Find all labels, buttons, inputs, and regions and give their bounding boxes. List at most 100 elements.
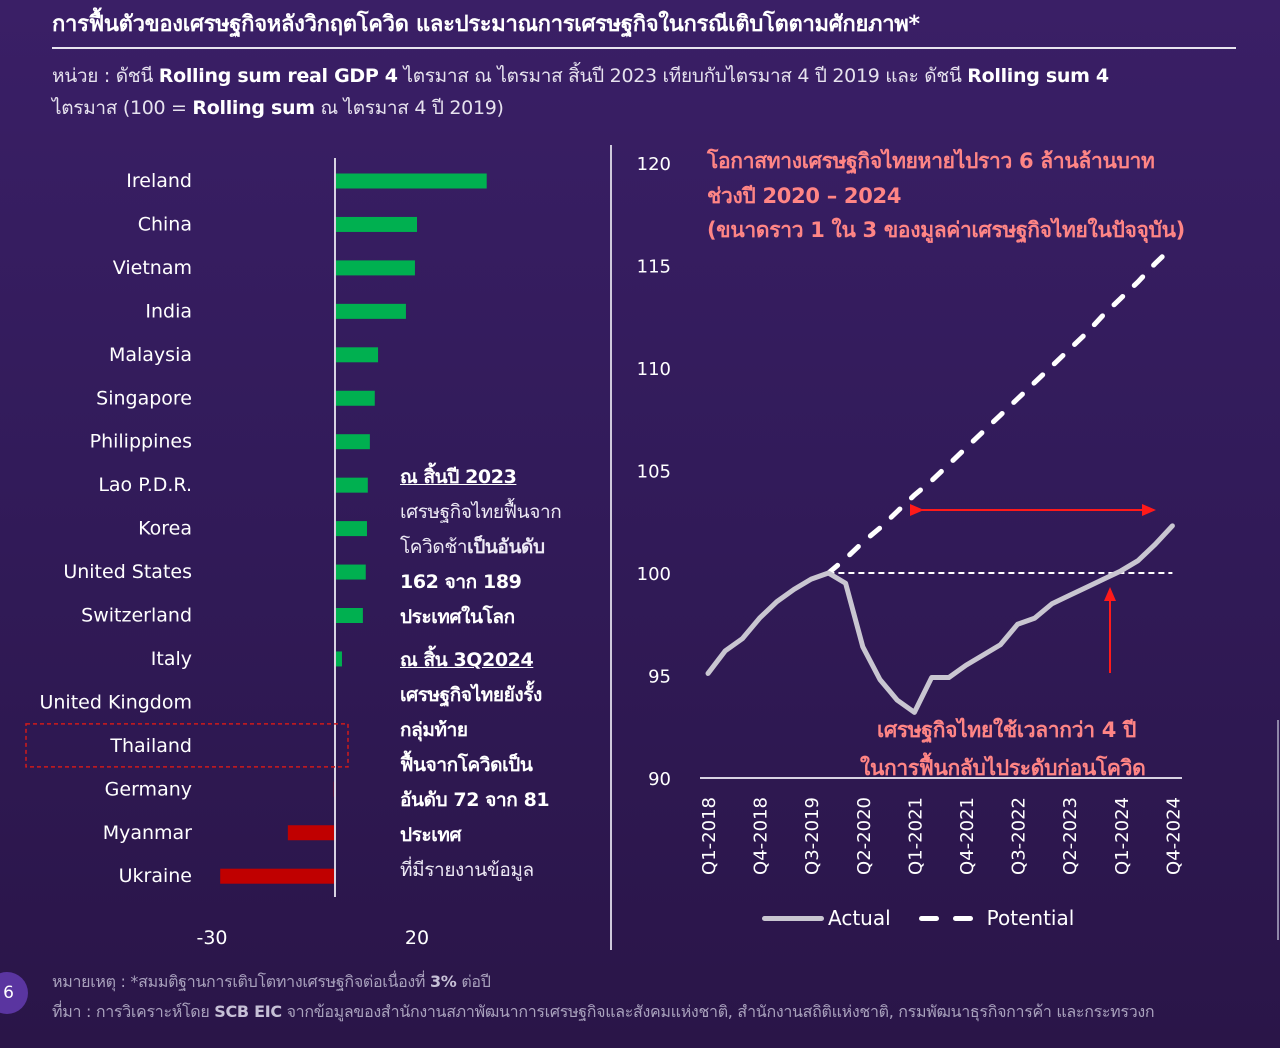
footnote: หมายเหตุ : *สมมติฐานการเติบโตทางเศรษฐกิจ… [52,970,491,995]
bar-singapore [335,390,375,406]
bar-category-label: Singapore [96,387,192,409]
legend-potential-swatch [952,915,973,921]
x-tick-label: Q4-2024 [1163,797,1184,875]
legend-potential-swatch [918,915,939,921]
unit-text: ณ ไตรมาส 4 ปี 2019) [314,97,504,119]
unit-bold: Rolling sum real GDP 4 [158,65,398,87]
bar-united-states [335,564,366,580]
annotation-text: ประเทศ [400,824,462,846]
annotation-text: กลุ่มท้าย [400,719,468,741]
footnote-text: หมายเหตุ : *สมมติฐานการเติบโตทางเศรษฐกิจ… [52,972,430,991]
x-tick-label: Q3-2022 [1009,797,1030,875]
source-text: จากข้อมูลของสำนักงานสภาพัฒนาการเศรษฐกิจแ… [281,1002,1155,1021]
annotation-text: เศรษฐกิจไทยฟื้นจาก [400,501,562,523]
bar-china [335,216,417,232]
source-bold: SCB EIC [214,1002,282,1021]
bar-category-label: India [145,300,192,322]
annotation-text: ฟื้นจากโควิดเป็น [400,754,533,776]
series-actual-line [705,523,1175,715]
recovery-time-annotation-2: ในการฟื้นกลับไประดับก่อนโควิด [860,756,1146,780]
bar-category-label: Vietnam [113,257,192,279]
unit-description: หน่วย : ดัชนี Rolling sum real GDP 4 ไตร… [52,60,1232,124]
bar-category-label: Ireland [126,170,192,192]
legend-actual-label: Actual [828,906,891,930]
unit-bold: Rolling sum 4 [967,65,1109,87]
x-tick-label: Q1-2021 [905,797,926,875]
bar-category-label: Lao P.D.R. [98,474,192,496]
bar-x-tick-label: 20 [405,927,429,949]
lost-opportunity-note: (ขนาดราว 1 ใน 3 ของมูลค่าเศรษฐกิจไทยในปั… [707,218,1185,242]
annotation-text: ประเทศในโลก [400,606,515,628]
bar-vietnam [335,260,415,276]
bar-category-label: Malaysia [109,344,192,366]
panel-divider [610,145,612,950]
annotation-rank-3q2024: อันดับ 72 จาก 81 [400,789,550,811]
source-text: ที่มา : การวิเคราะห์โดย [52,1002,215,1021]
legend-potential-label: Potential [986,906,1075,930]
line-chart: 90 95 100 105 110 115 120 Q1-2018 Q4-2018 Q3-201… [637,154,1184,875]
y-tick-label: 95 [648,667,671,688]
annotation-bold: เป็นอันดับ [467,536,545,558]
unit-bold: Rolling sum [192,97,315,119]
legend-actual-swatch [762,915,824,921]
y-tick-label: 90 [648,769,671,790]
bar-category-label: Switzerland [81,605,192,627]
annotation-text: โควิดช้า [400,536,468,558]
bar-category-label: Philippines [90,431,192,453]
footnote-text: ต่อปี [456,972,491,991]
bar-category-label: Italy [151,648,192,670]
source-note: ที่มา : การวิเคราะห์โดย SCB EIC จากข้อมู… [52,1000,1155,1025]
bar-korea [335,521,367,537]
bar-philippines [335,434,370,450]
unit-text: หน่วย : ดัชนี [52,65,159,87]
annotation-text: โควิดช้าเป็นอันดับ [400,532,545,562]
annotation-rank-2023: 162 จาก 189 [400,571,522,593]
lost-opportunity-annotation: โอกาสทางเศรษฐกิจไทยหายไปราว 6 ล้านล้านบา… [707,149,1155,173]
y-tick-label: 115 [637,257,671,278]
bar-x-tick-label: -30 [196,927,227,949]
bar-malaysia [335,347,379,363]
series-potential-line [825,244,1175,576]
annotation-text: เศรษฐกิจไทยยังรั้ง [400,684,542,706]
bar-category-label: Myanmar [103,822,192,844]
chart-legend: Actual Potential [762,902,1074,934]
y-tick-label: 110 [637,359,671,380]
bar-chart: Ireland China Vietnam India Malaysia Singapor… [25,158,487,949]
title-divider [52,47,1236,49]
x-tick-label: Q2-2023 [1060,797,1081,875]
page-title: การฟื้นตัวของเศรษฐกิจหลังวิกฤตโควิด และป… [52,12,920,37]
x-tick-label: Q1-2018 [699,797,720,875]
y-tick-label: 105 [637,462,671,483]
unit-text: ไตรมาส ณ ไตรมาส สิ้นปี 2023 เทียบกับไตรม… [397,65,968,87]
bar-myanmar [287,825,335,841]
bar-ireland [335,173,487,189]
annotation-text: ที่มีรายงานข้อมูล [400,859,534,881]
bar-category-label: Ukraine [119,865,192,887]
bar-italy [335,651,342,667]
annotation-3q2024-heading: ณ สิ้น 3Q2024 [400,649,534,671]
bar-category-label: United States [63,561,192,583]
page-number-badge: 6 [0,972,28,1014]
bar-category-label: Germany [105,778,192,800]
thailand-highlight-box [25,723,349,768]
annotation-2023-heading: ณ สิ้นปี 2023 [400,466,517,488]
lost-opportunity-period: ช่วงปี 2020 – 2024 [707,184,902,208]
x-tick-label: Q4-2018 [751,797,772,875]
bar-category-label: United Kingdom [39,691,192,713]
bar-category-label: China [138,213,192,235]
unit-text: ไตรมาส (100 = [52,97,193,119]
bar-lao-p-d-r [335,477,368,493]
x-tick-label: Q4-2021 [957,797,978,875]
footnote-bold: 3% [429,972,457,991]
y-tick-label: 120 [637,154,671,175]
bar-ukraine [220,868,335,884]
x-tick-label: Q2-2020 [854,797,875,875]
bar-switzerland [335,608,363,623]
x-tick-label: Q3-2019 [802,797,823,875]
bar-category-label: Thailand [109,735,192,757]
bar-india [335,303,406,319]
x-tick-label: Q1-2024 [1112,797,1133,875]
recovery-time-annotation: เศรษฐกิจไทยใช้เวลากว่า 4 ปี [877,718,1137,742]
bar-category-label: Korea [138,518,192,540]
y-tick-label: 100 [637,564,671,585]
